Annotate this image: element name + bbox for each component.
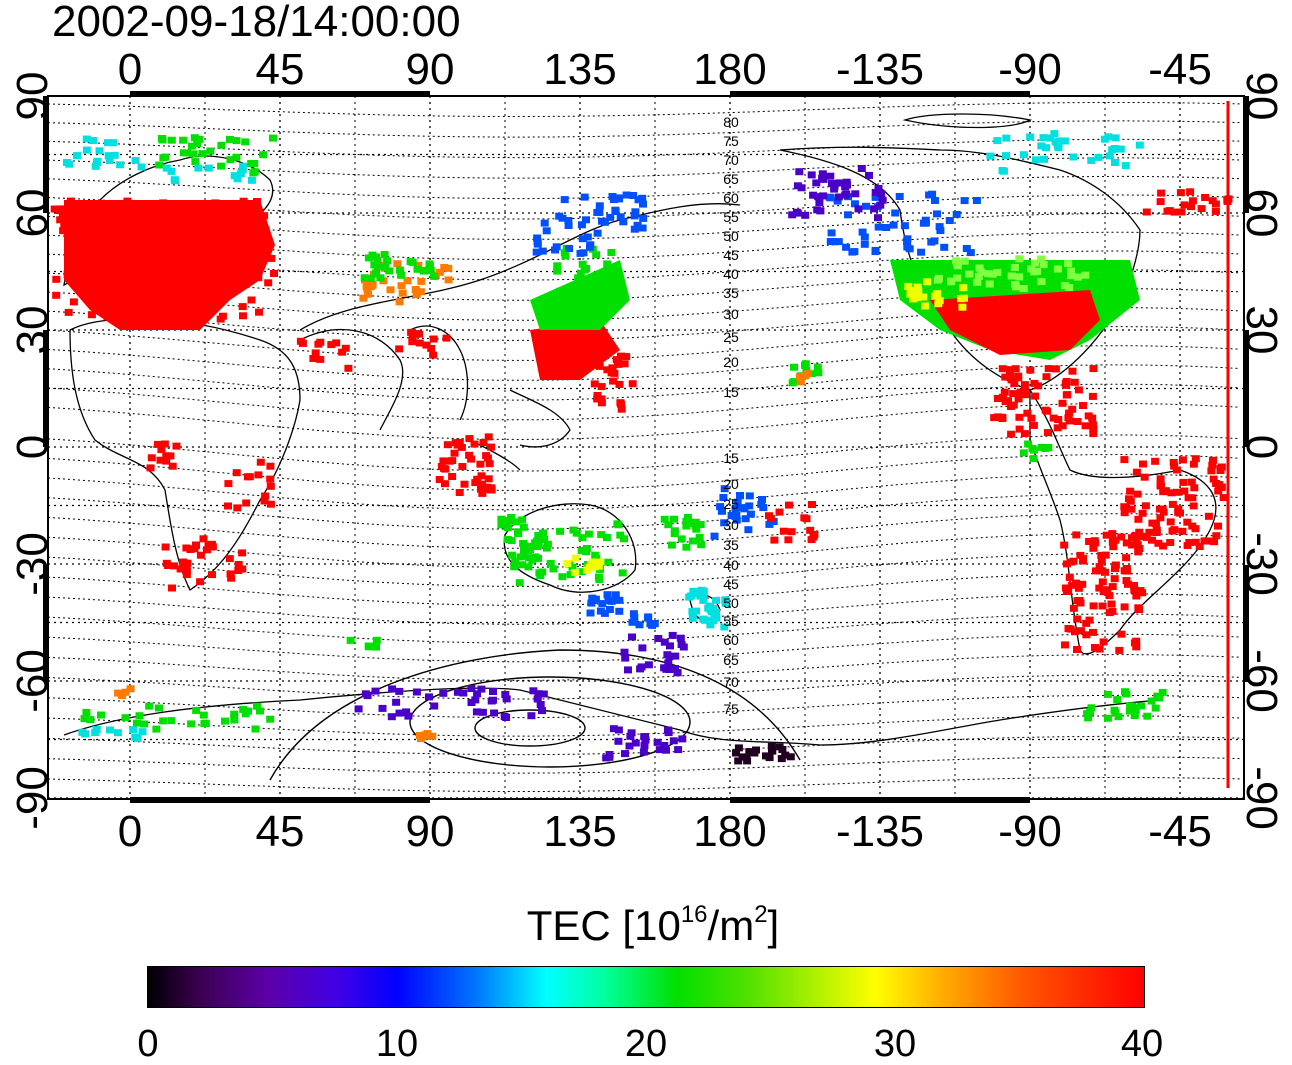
- left-lat-tick-label: 0: [8, 435, 57, 459]
- colorbar-title-exponent2: 2: [754, 901, 768, 928]
- top-lon-tick-label: 135: [543, 45, 616, 94]
- contour-label: 60: [723, 190, 739, 206]
- left-lat-tick-label: 60: [8, 189, 57, 238]
- tec-data-patches: [50, 130, 1233, 765]
- contour-label: 40: [723, 557, 739, 573]
- colorbar-tick-30: 30: [873, 1023, 917, 1065]
- contour-label: 30: [723, 306, 739, 322]
- contour-label: 15: [723, 384, 739, 400]
- colorbar-tick-20: 20: [624, 1023, 668, 1065]
- contour-label: 70: [723, 674, 739, 690]
- contour-label: 65: [723, 652, 739, 668]
- colorbar-title-exponent1: 16: [680, 901, 708, 928]
- right-lat-tick-label: -90: [1237, 766, 1286, 830]
- right-lat-tick-label: 0: [1237, 435, 1286, 459]
- colorbar-title: TEC [1016/m2]: [0, 902, 1292, 950]
- contour-label: 35: [723, 285, 739, 301]
- bottom-lon-tick-label: 0: [118, 807, 142, 856]
- right-lat-tick-label: 30: [1237, 306, 1286, 355]
- contour-label: 45: [723, 247, 739, 263]
- contour-label: 25: [723, 329, 739, 345]
- contour-label: 55: [723, 209, 739, 225]
- contour-label: 40: [723, 266, 739, 282]
- bottom-lon-tick-label: 180: [693, 807, 766, 856]
- top-lon-tick-label: 45: [256, 45, 305, 94]
- bottom-lon-tick-label: -135: [836, 807, 924, 856]
- right-lat-tick-label: -30: [1237, 532, 1286, 596]
- bottom-lon-tick-label: 90: [406, 807, 455, 856]
- contour-label: 25: [723, 496, 739, 512]
- contour-label: 15: [723, 450, 739, 466]
- colorbar-title-main: TEC [10: [526, 902, 681, 949]
- top-lon-tick-label: 0: [118, 45, 142, 94]
- contour-label: 70: [723, 152, 739, 168]
- right-latitude-ticks: 90 60 30 0 -30 -60 -90: [1237, 72, 1286, 830]
- bottom-lon-tick-label: -45: [1148, 807, 1212, 856]
- left-lat-tick-label: -90: [8, 766, 57, 830]
- top-lon-tick-label: -45: [1148, 45, 1212, 94]
- contour-label: 55: [723, 613, 739, 629]
- bottom-lon-tick-label: -90: [998, 807, 1062, 856]
- contour-label: 45: [723, 576, 739, 592]
- contour-labels: 80 75 70 65 60 55 50 45 40 35 30 25 20 15 15 20 25 30 35 40…: [723, 114, 739, 717]
- contour-label: 20: [723, 476, 739, 492]
- bottom-lon-tick-label: 135: [543, 807, 616, 856]
- colorbar-title-unit: /m: [707, 902, 755, 949]
- colorbar-tick-40: 40: [1120, 1023, 1164, 1065]
- top-lon-tick-label: 90: [406, 45, 455, 94]
- top-lon-tick-label: 180: [693, 45, 766, 94]
- contour-label: 35: [723, 537, 739, 553]
- frame-border-bars: [43, 91, 1249, 803]
- bottom-longitude-ticks: 0 45 90 135 180 -135 -90 -45: [118, 807, 1212, 856]
- contour-label: 75: [723, 701, 739, 717]
- colorbar-title-end: ]: [767, 902, 780, 949]
- left-lat-tick-label: -60: [8, 649, 57, 713]
- left-lat-tick-label: -30: [8, 532, 57, 596]
- tec-world-map: 0 45 90 135 180 -135 -90 -45 0 45 90 135 180 -135 -90…: [8, 45, 1286, 856]
- bottom-lon-tick-label: 45: [256, 807, 305, 856]
- colorbar-tick-0: 0: [137, 1023, 159, 1065]
- map-timestamp-title: 2002-09-18/14:00:00: [52, 0, 461, 46]
- tec-colorbar: [147, 966, 1145, 1008]
- top-lon-tick-label: -90: [998, 45, 1062, 94]
- contour-label: 50: [723, 228, 739, 244]
- contour-label: 30: [723, 517, 739, 533]
- left-lat-tick-label: 90: [8, 72, 57, 121]
- left-latitude-ticks: 90 60 30 0 -30 -60 -90: [8, 72, 57, 830]
- top-longitude-ticks: 0 45 90 135 180 -135 -90 -45: [118, 45, 1212, 94]
- top-lon-tick-label: -135: [836, 45, 924, 94]
- contour-label: 75: [723, 133, 739, 149]
- contour-label: 20: [723, 354, 739, 370]
- contour-label: 50: [723, 595, 739, 611]
- right-lat-tick-label: 90: [1237, 72, 1286, 121]
- right-lat-tick-label: -60: [1237, 649, 1286, 713]
- contour-label: 80: [723, 114, 739, 130]
- colorbar-tick-10: 10: [375, 1023, 419, 1065]
- contour-label: 65: [723, 171, 739, 187]
- contour-label: 60: [723, 632, 739, 648]
- right-lat-tick-label: 60: [1237, 189, 1286, 238]
- left-lat-tick-label: 30: [8, 306, 57, 355]
